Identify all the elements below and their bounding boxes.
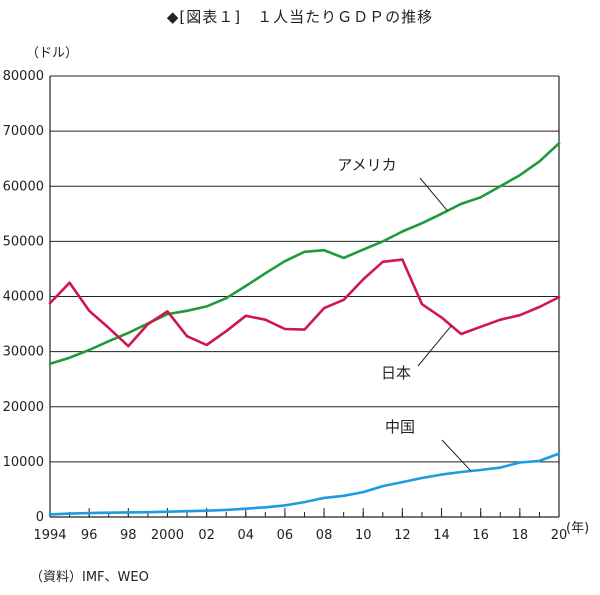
annotation-leader-line xyxy=(419,177,448,212)
series-label-china: 中国 xyxy=(385,418,415,436)
y-tick-label: 70000 xyxy=(3,124,44,139)
x-tick-label: 12 xyxy=(394,528,411,543)
y-tick-label: 60000 xyxy=(3,179,44,194)
x-tick-label: 08 xyxy=(316,528,333,543)
annotation-leader-line xyxy=(441,439,472,472)
series-line-japan xyxy=(48,258,561,348)
series-label-america: アメリカ xyxy=(337,156,396,174)
series-line-china xyxy=(48,452,561,516)
x-tick-label: 2000 xyxy=(151,528,184,543)
x-tick-label: 10 xyxy=(355,528,372,543)
y-tick-label: 20000 xyxy=(3,400,44,415)
y-tick-label: 0 xyxy=(36,510,44,525)
x-tick-label: 1994 xyxy=(33,528,66,543)
x-tick-label: 04 xyxy=(237,528,254,543)
x-tick-label: 98 xyxy=(120,528,137,543)
x-tick-label: 16 xyxy=(472,528,489,543)
x-tick-label: 02 xyxy=(198,528,215,543)
annotation-leader-line xyxy=(417,325,452,367)
x-tick-label: 06 xyxy=(277,528,294,543)
x-tick-label: 96 xyxy=(81,528,98,543)
x-tick-label: 14 xyxy=(433,528,450,543)
x-axis-unit: (年) xyxy=(566,521,590,536)
x-tick-label: 20 xyxy=(551,528,568,543)
y-axis-unit: （ドル） xyxy=(26,46,79,61)
series-line-america xyxy=(48,142,561,366)
y-tick-label: 50000 xyxy=(3,234,44,249)
y-tick-label: 40000 xyxy=(3,290,44,305)
x-tick-label: 18 xyxy=(512,528,529,543)
series-label-japan: 日本 xyxy=(381,364,411,382)
chart-title: ◆[図表１] １人当たりＧＤＰの推移 xyxy=(166,8,434,26)
y-tick-label: 30000 xyxy=(3,345,44,360)
source-note: （資料）IMF、WEO xyxy=(30,570,149,585)
y-tick-label: 80000 xyxy=(3,69,44,84)
y-tick-label: 10000 xyxy=(3,455,44,470)
